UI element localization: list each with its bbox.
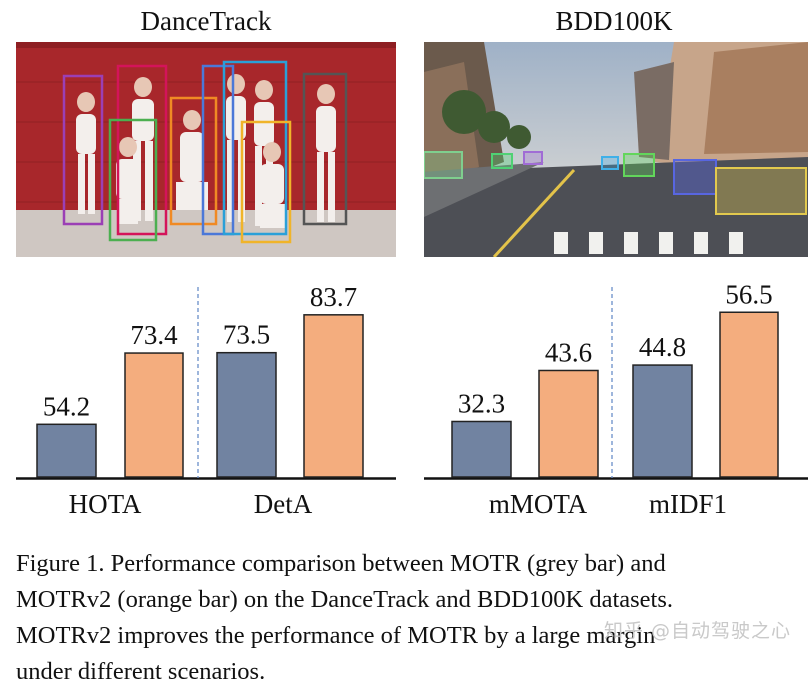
- bdd100k-image: [424, 42, 808, 257]
- value-label-dancetrack-deta-motr: 73.5: [223, 320, 270, 350]
- bar-bdd100k-mmota-motr: [451, 420, 512, 478]
- value-label-bdd100k-mmota-motrv2: 43.6: [545, 337, 592, 367]
- dancetrack-image: [16, 42, 396, 257]
- value-label-bdd100k-midf1-motrv2: 56.5: [725, 279, 772, 309]
- bar-dancetrack-hota-motr: [36, 423, 97, 478]
- bar-dancetrack-deta-motrv2: [303, 314, 364, 478]
- value-label-dancetrack-deta-motrv2: 83.7: [310, 282, 357, 312]
- bdd100k-title: BDD100K: [555, 6, 673, 36]
- bar-dancetrack-hota-motrv2: [124, 352, 184, 478]
- bar-dancetrack-deta-motr: [216, 351, 277, 478]
- value-label-dancetrack-hota-motr: 54.2: [43, 391, 90, 421]
- bar-charts: 54.2 73.4 73.5 83.7 HOTA DetA 32.3 43.6 …: [16, 279, 808, 519]
- dancetrack-title: DanceTrack: [140, 6, 272, 36]
- metric-label-mmota: mMOTA: [489, 489, 588, 519]
- caption-line-3: MOTRv2 improves the performance of MOTR …: [16, 622, 656, 649]
- metric-label-hota: HOTA: [69, 489, 142, 519]
- metric-label-deta: DetA: [254, 489, 313, 519]
- metric-label-midf1: mIDF1: [649, 489, 727, 519]
- caption-line-1: Figure 1. Performance comparison between…: [16, 550, 666, 577]
- bar-bdd100k-midf1-motrv2: [719, 311, 779, 478]
- value-label-bdd100k-midf1-motr: 44.8: [639, 332, 686, 362]
- caption-line-4: under different scenarios.: [16, 658, 266, 685]
- bar-bdd100k-mmota-motrv2: [538, 369, 599, 478]
- caption-line-2: MOTRv2 (orange bar) on the DanceTrack an…: [16, 586, 674, 613]
- zhihu-watermark: 知乎 @自动驾驶之心: [603, 620, 791, 642]
- value-label-bdd100k-mmota-motr: 32.3: [458, 388, 505, 418]
- value-label-dancetrack-hota-motrv2: 73.4: [130, 320, 178, 350]
- figure-caption: Figure 1. Performance comparison between…: [16, 546, 808, 690]
- bar-bdd100k-midf1-motr: [632, 364, 693, 478]
